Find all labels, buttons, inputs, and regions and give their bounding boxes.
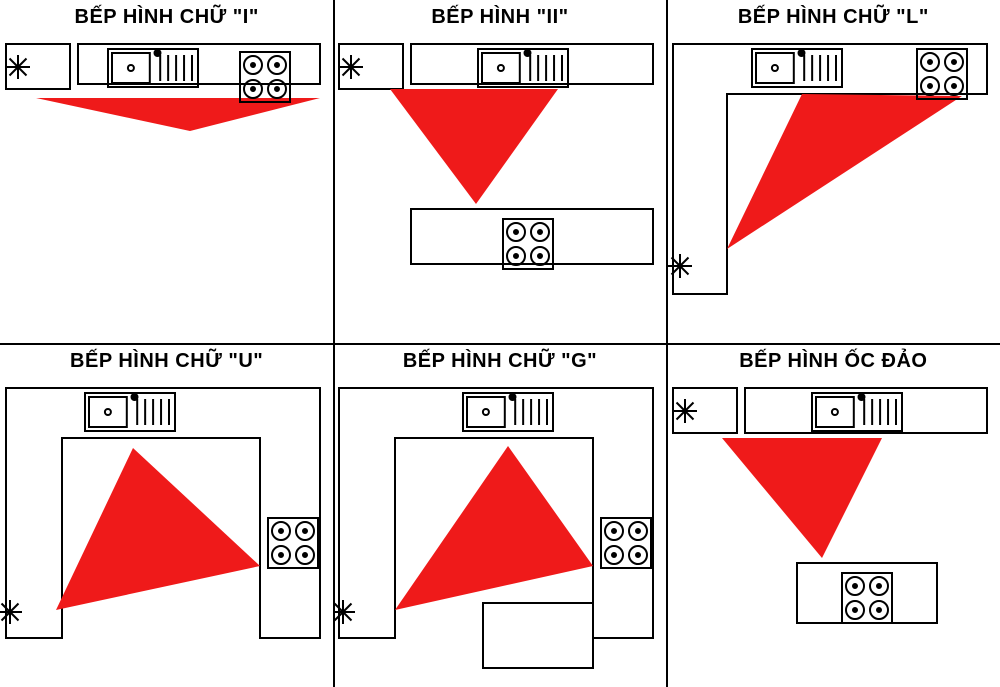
cell-i: BẾP HÌNH CHỮ "I"	[0, 0, 333, 344]
cell-l: BẾP HÌNH CHỮ "L"	[667, 0, 1000, 344]
diagram-i	[0, 34, 333, 343]
cell-ii: BẾP HÌNH "II"	[333, 0, 666, 344]
cell-island: BẾP HÌNH ỐC ĐẢO	[667, 344, 1000, 687]
diagram-l	[667, 34, 1000, 343]
title-ii: BẾP HÌNH "II"	[333, 6, 666, 29]
diagram-island	[667, 378, 1000, 687]
divider-horizontal	[0, 343, 1000, 345]
title-l: BẾP HÌNH CHỮ "L"	[667, 6, 1000, 29]
diagram-u	[0, 378, 333, 687]
title-i: BẾP HÌNH CHỮ "I"	[0, 6, 333, 29]
title-u: BẾP HÌNH CHỮ "U"	[0, 350, 333, 373]
title-g: BẾP HÌNH CHỮ "G"	[333, 350, 666, 373]
diagram-ii	[333, 34, 666, 343]
cell-u: BẾP HÌNH CHỮ "U"	[0, 344, 333, 687]
title-island: BẾP HÌNH ỐC ĐẢO	[667, 350, 1000, 373]
diagram-g	[333, 378, 666, 687]
cell-g: BẾP HÌNH CHỮ "G"	[333, 344, 666, 687]
